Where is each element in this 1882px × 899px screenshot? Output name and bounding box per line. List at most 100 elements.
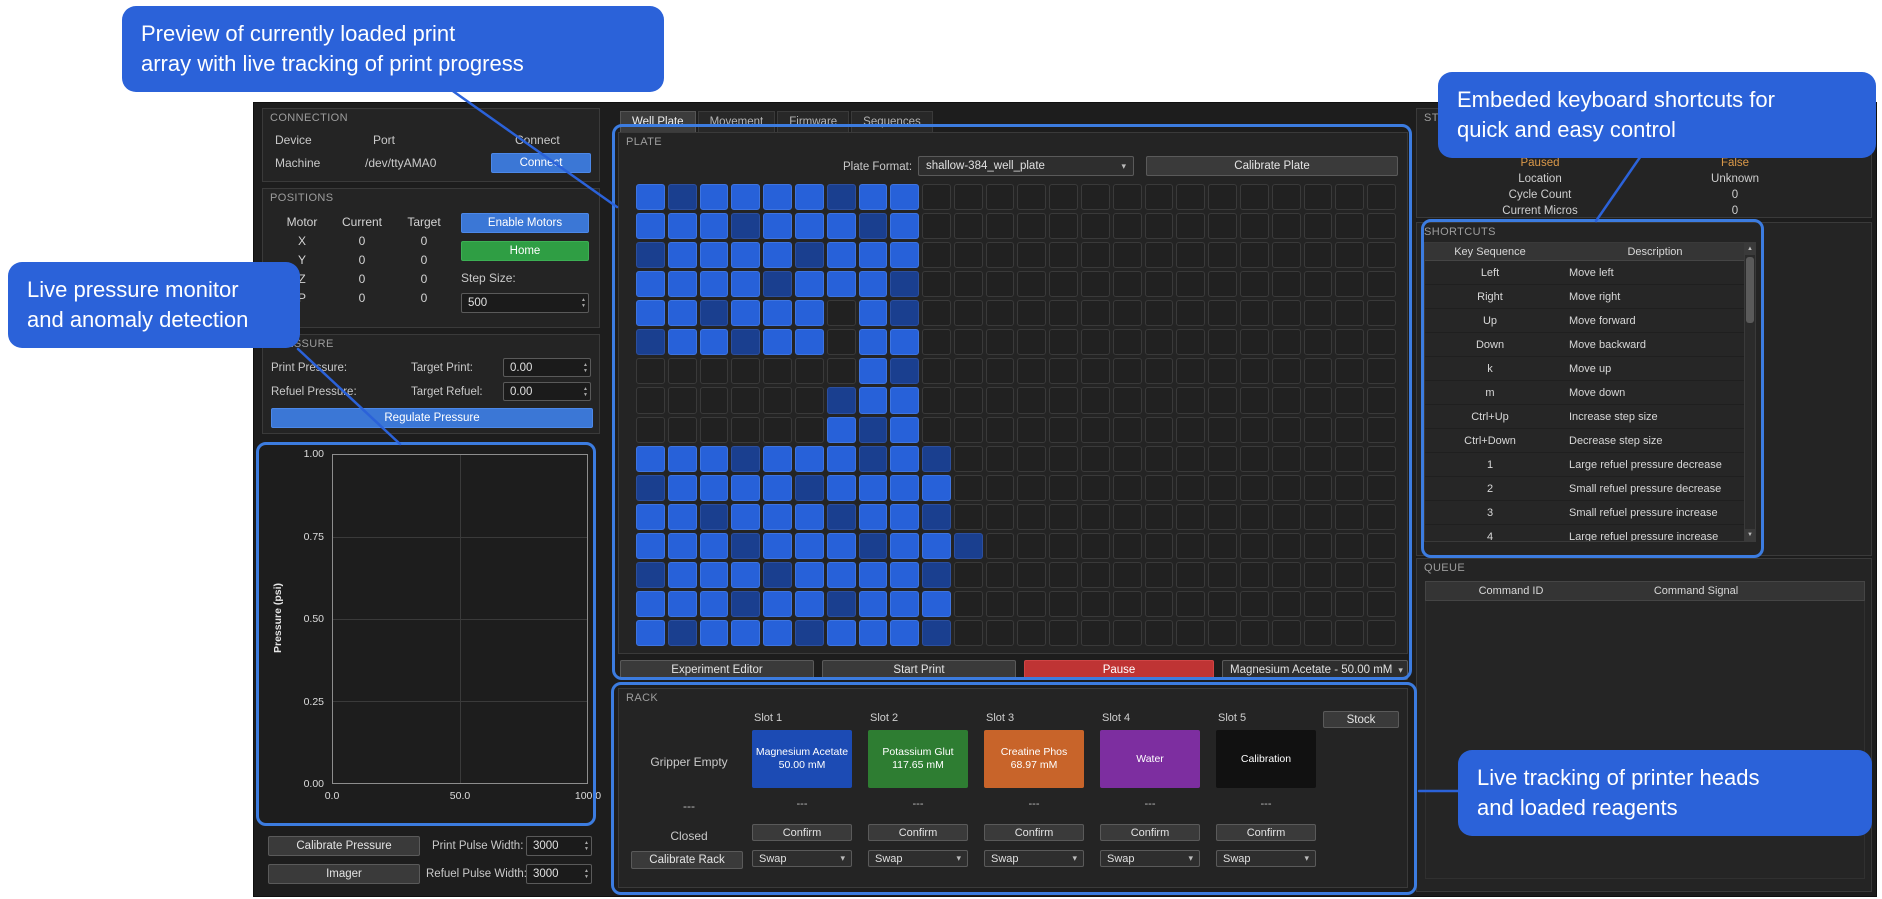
spinner-arrows[interactable]: ▲ ▼ (581, 297, 586, 309)
well-11-13[interactable] (1049, 503, 1079, 530)
well-5-20[interactable] (1271, 329, 1301, 356)
well-7-17[interactable] (1176, 387, 1206, 414)
well-10-7[interactable] (858, 474, 888, 501)
refuel-pulse-width-input[interactable]: 3000 ▲ ▼ (526, 864, 592, 884)
well-12-15[interactable] (1112, 532, 1142, 559)
well-1-12[interactable] (1017, 213, 1047, 240)
well-2-10[interactable] (953, 242, 983, 269)
well-11-9[interactable] (922, 503, 951, 530)
well-8-7[interactable] (858, 416, 888, 443)
well-5-7[interactable] (858, 329, 888, 356)
well-2-23[interactable] (1367, 242, 1396, 269)
well-4-2[interactable] (699, 300, 729, 327)
well-11-4[interactable] (763, 503, 792, 530)
well-7-11[interactable] (985, 387, 1015, 414)
well-1-3[interactable] (731, 213, 761, 240)
well-13-8[interactable] (890, 561, 920, 588)
well-13-15[interactable] (1112, 561, 1142, 588)
well-3-4[interactable] (763, 271, 792, 298)
well-1-16[interactable] (1144, 213, 1174, 240)
well-12-9[interactable] (922, 532, 951, 559)
well-8-6[interactable] (826, 416, 856, 443)
well-3-15[interactable] (1112, 271, 1142, 298)
well-6-19[interactable] (1240, 358, 1269, 385)
well-13-13[interactable] (1049, 561, 1079, 588)
well-12-23[interactable] (1367, 532, 1396, 559)
well-8-3[interactable] (731, 416, 761, 443)
well-11-17[interactable] (1176, 503, 1206, 530)
well-4-16[interactable] (1144, 300, 1174, 327)
well-1-14[interactable] (1081, 213, 1110, 240)
well-14-22[interactable] (1335, 590, 1365, 617)
well-12-14[interactable] (1081, 532, 1110, 559)
confirm-button[interactable]: Confirm (752, 824, 852, 841)
well-6-16[interactable] (1144, 358, 1174, 385)
well-7-15[interactable] (1112, 387, 1142, 414)
connect-button[interactable]: Connect (491, 153, 591, 173)
well-10-2[interactable] (699, 474, 729, 501)
well-14-15[interactable] (1112, 590, 1142, 617)
well-3-12[interactable] (1017, 271, 1047, 298)
spinner-arrows[interactable]: ▲ ▼ (584, 868, 589, 880)
well-4-3[interactable] (731, 300, 761, 327)
well-10-10[interactable] (953, 474, 983, 501)
well-1-10[interactable] (953, 213, 983, 240)
well-3-3[interactable] (731, 271, 761, 298)
well-11-3[interactable] (731, 503, 761, 530)
well-9-9[interactable] (922, 445, 951, 472)
well-9-14[interactable] (1081, 445, 1110, 472)
well-13-22[interactable] (1335, 561, 1365, 588)
well-3-0[interactable] (636, 271, 665, 298)
well-11-14[interactable] (1081, 503, 1110, 530)
well-14-9[interactable] (922, 590, 951, 617)
well-4-17[interactable] (1176, 300, 1206, 327)
well-11-1[interactable] (667, 503, 697, 530)
well-14-11[interactable] (985, 590, 1015, 617)
well-15-0[interactable] (636, 619, 665, 646)
well-11-19[interactable] (1240, 503, 1269, 530)
well-11-2[interactable] (699, 503, 729, 530)
well-4-19[interactable] (1240, 300, 1269, 327)
well-0-17[interactable] (1176, 184, 1206, 211)
well-13-1[interactable] (667, 561, 697, 588)
well-1-4[interactable] (763, 213, 792, 240)
well-7-18[interactable] (1208, 387, 1238, 414)
well-1-1[interactable] (667, 213, 697, 240)
well-5-14[interactable] (1081, 329, 1110, 356)
well-2-3[interactable] (731, 242, 761, 269)
well-13-2[interactable] (699, 561, 729, 588)
well-6-13[interactable] (1049, 358, 1079, 385)
well-15-13[interactable] (1049, 619, 1079, 646)
shortcuts-scrollbar[interactable]: ▲ ▼ (1744, 243, 1755, 541)
well-4-20[interactable] (1271, 300, 1301, 327)
well-10-4[interactable] (763, 474, 792, 501)
enable-motors-button[interactable]: Enable Motors (461, 213, 589, 233)
swap-dropdown[interactable]: Swap ▾ (752, 850, 852, 867)
well-0-4[interactable] (763, 184, 792, 211)
well-4-18[interactable] (1208, 300, 1238, 327)
well-6-21[interactable] (1303, 358, 1333, 385)
well-7-0[interactable] (636, 387, 665, 414)
well-14-12[interactable] (1017, 590, 1047, 617)
imager-button[interactable]: Imager (268, 864, 420, 884)
well-3-22[interactable] (1335, 271, 1365, 298)
well-2-14[interactable] (1081, 242, 1110, 269)
well-8-2[interactable] (699, 416, 729, 443)
well-9-1[interactable] (667, 445, 697, 472)
well-13-7[interactable] (858, 561, 888, 588)
well-13-16[interactable] (1144, 561, 1174, 588)
well-3-5[interactable] (794, 271, 824, 298)
well-2-11[interactable] (985, 242, 1015, 269)
well-1-15[interactable] (1112, 213, 1142, 240)
well-4-6[interactable] (826, 300, 856, 327)
well-15-16[interactable] (1144, 619, 1174, 646)
well-9-11[interactable] (985, 445, 1015, 472)
well-6-20[interactable] (1271, 358, 1301, 385)
well-2-0[interactable] (636, 242, 665, 269)
well-3-18[interactable] (1208, 271, 1238, 298)
well-2-2[interactable] (699, 242, 729, 269)
well-0-11[interactable] (985, 184, 1015, 211)
well-9-15[interactable] (1112, 445, 1142, 472)
well-14-8[interactable] (890, 590, 920, 617)
well-10-19[interactable] (1240, 474, 1269, 501)
